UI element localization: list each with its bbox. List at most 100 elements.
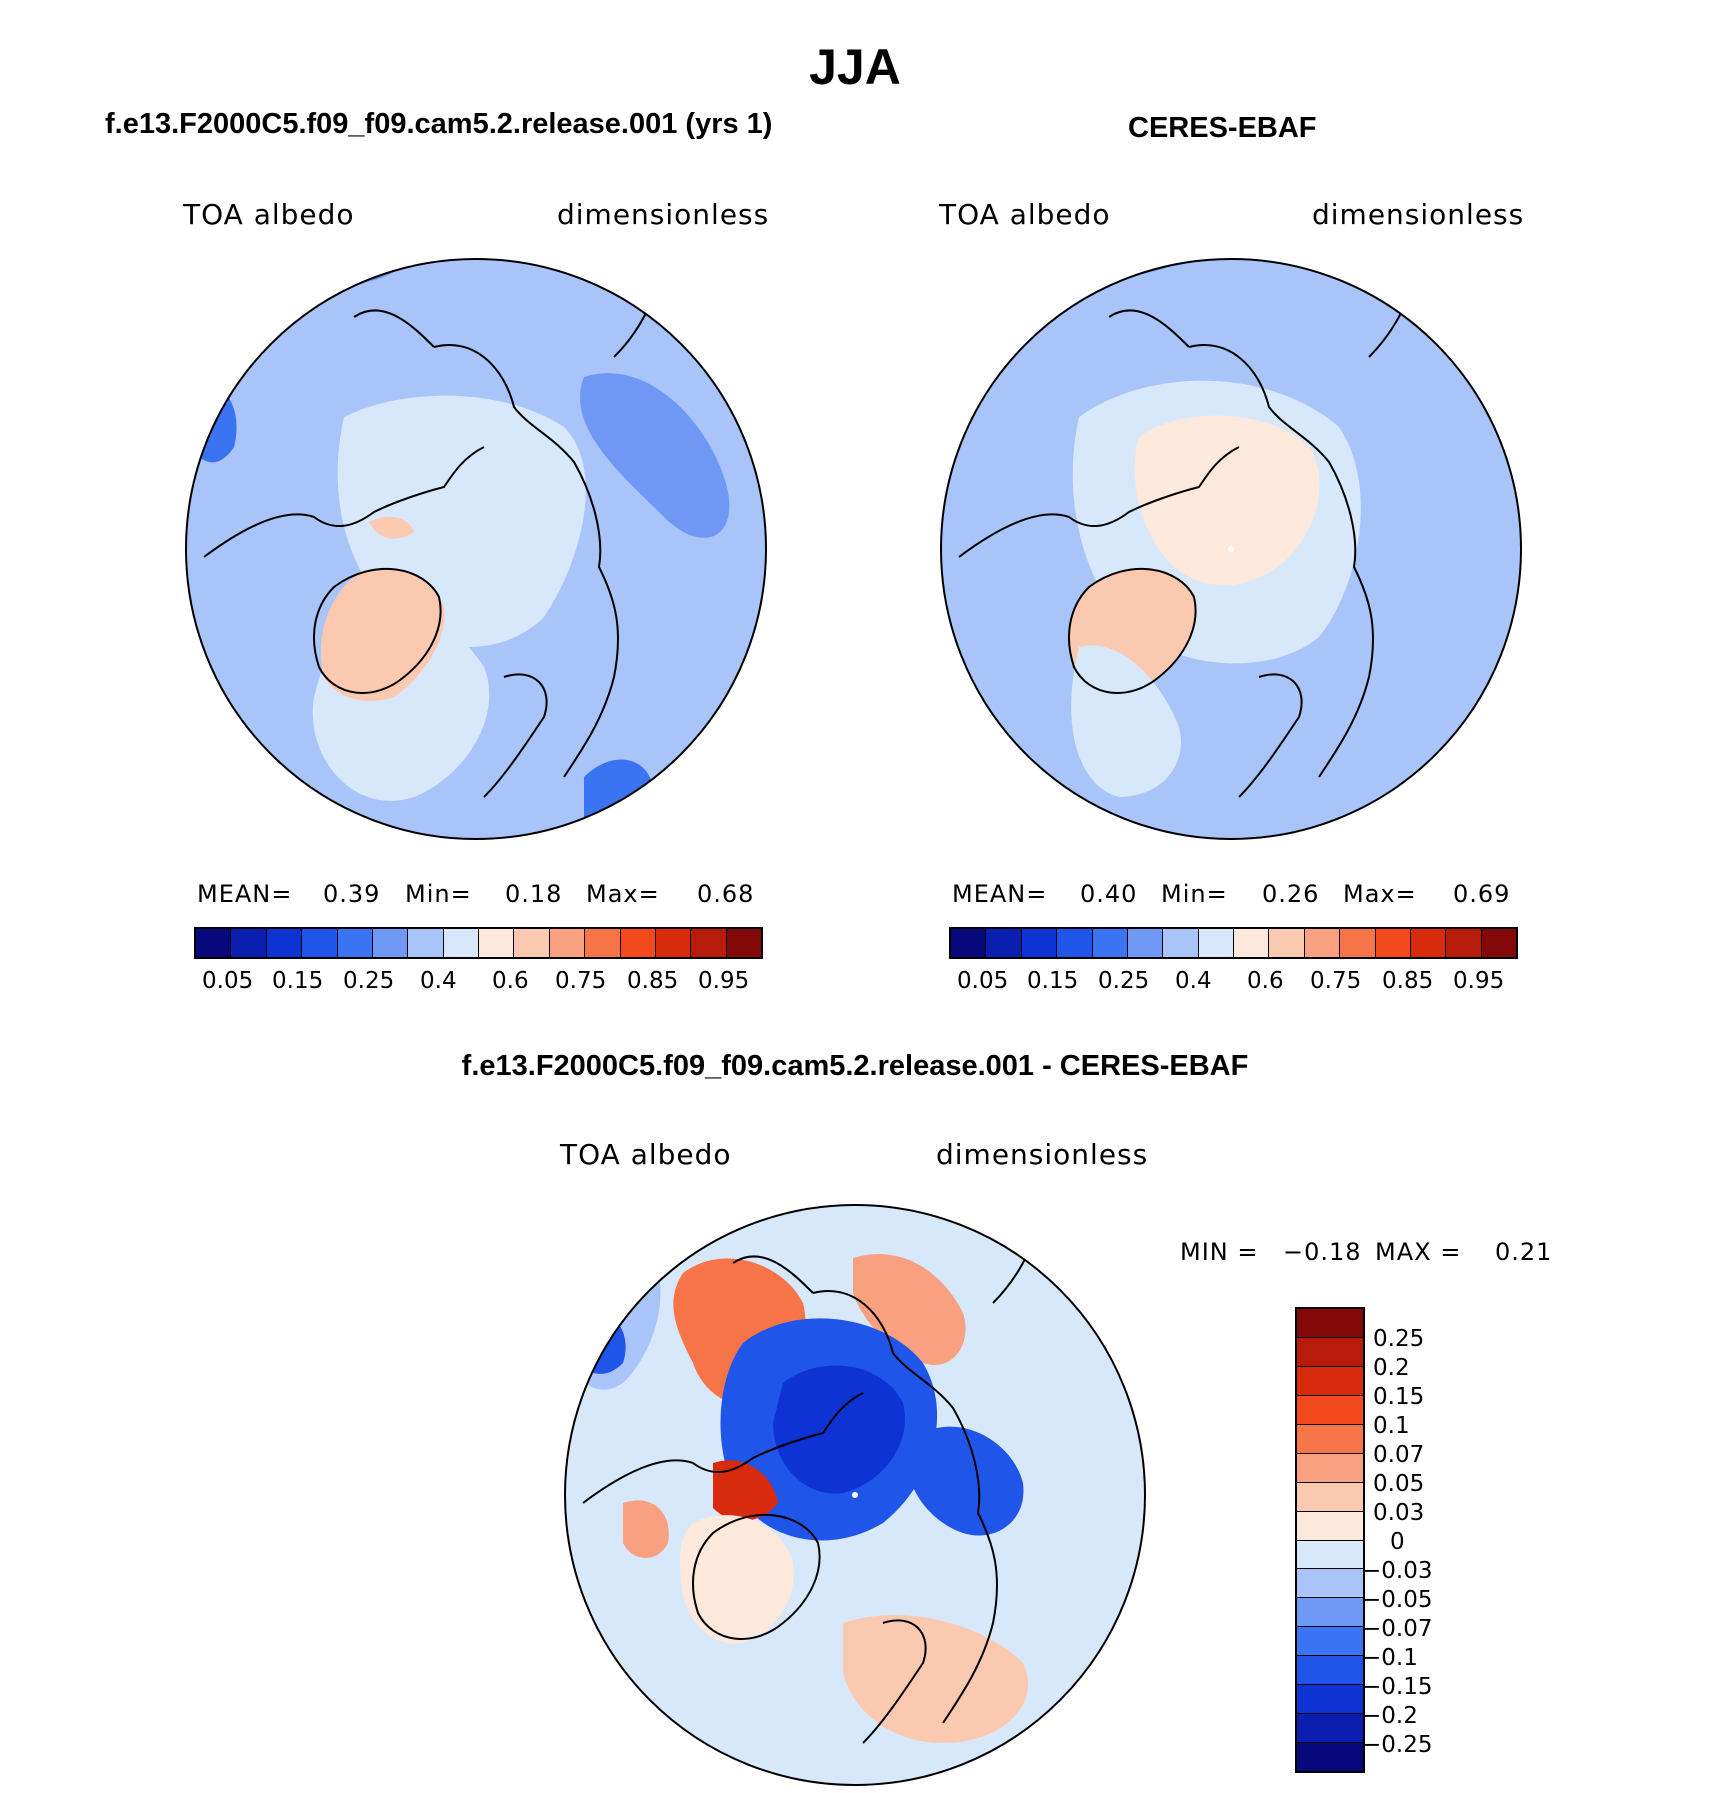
colorbar-swatch (408, 929, 444, 957)
diff-units-label: dimensionless (936, 1138, 1149, 1171)
colorbar-swatch (514, 929, 550, 957)
colorbar-swatch (1127, 929, 1164, 957)
obs-field-ice-region (1071, 645, 1181, 797)
obs-max-value: 0.69 (1453, 880, 1511, 908)
colorbar-swatch (1297, 1424, 1363, 1454)
model-colorbar-tick: 0.85 (627, 968, 679, 994)
colorbar-swatch (1340, 929, 1376, 957)
colorbar-swatch (986, 929, 1022, 957)
diff-colorbar-tick: −0.07 (1362, 1616, 1433, 1642)
colorbar-swatch (1297, 1743, 1363, 1771)
obs-panel-title: CERES-EBAF (1128, 112, 1317, 144)
model-greenland-coastline (313, 567, 442, 694)
main-title: JJA (809, 39, 901, 95)
colorbar-swatch (231, 929, 267, 957)
model-max-value: 0.68 (697, 880, 755, 908)
colorbar-swatch (585, 929, 621, 957)
model-alaska-coastline (353, 309, 435, 348)
obs-alaska-coastline (1108, 309, 1190, 348)
diff-field-positive-region (713, 1460, 778, 1521)
diff-colorbar-tick: −0.03 (1362, 1558, 1433, 1584)
diff-field-positive-region (623, 1500, 669, 1558)
diff-colorbar-tick: 0.03 (1373, 1500, 1425, 1526)
colorbar-swatch (1297, 1453, 1363, 1483)
model-variable-label: TOA albedo (183, 198, 355, 231)
diff-polar-map (564, 1204, 1146, 1786)
colorbar-swatch (1057, 929, 1093, 957)
colorbar-swatch (549, 929, 586, 957)
colorbar-swatch (1446, 929, 1482, 957)
colorbar-swatch (655, 929, 692, 957)
model-map-boundary (185, 258, 767, 840)
colorbar-swatch (1410, 929, 1447, 957)
diff-colorbar-tick: −0.25 (1362, 1732, 1433, 1758)
model-colorbar-tick: 0.4 (420, 968, 457, 994)
diff-colorbar-tick: 0 (1390, 1529, 1405, 1555)
obs-greenland-coastline (1068, 567, 1197, 694)
diff-max-value: 0.21 (1495, 1238, 1553, 1266)
diff-eurasia-coastline (812, 1290, 999, 1724)
colorbar-swatch (1297, 1627, 1363, 1657)
colorbar-swatch (1304, 929, 1341, 957)
diff-greenland-mixed (680, 1515, 794, 1644)
model-min-value: 0.18 (505, 880, 563, 908)
colorbar-swatch (1297, 1309, 1363, 1338)
diff-colorbar-tick: 0.1 (1373, 1413, 1410, 1439)
obs-colorbar-tick: 0.15 (1027, 968, 1079, 994)
colorbar-swatch (1297, 1337, 1363, 1367)
colorbar-swatch (620, 929, 656, 957)
diff-colorbar-tick: 0.15 (1373, 1384, 1425, 1410)
colorbar-swatch (691, 929, 727, 957)
colorbar-swatch (1163, 929, 1199, 957)
obs-mean-label: MEAN= (952, 880, 1048, 908)
model-colorbar-tick: 0.15 (272, 968, 324, 994)
model-field-high-region (369, 516, 414, 539)
colorbar-swatch (1234, 929, 1270, 957)
colorbar-swatch (1375, 929, 1411, 957)
obs-colorbar-tick: 0.6 (1247, 968, 1284, 994)
model-max-label: Max= (586, 880, 660, 908)
colorbar-swatch (443, 929, 479, 957)
diff-min-value: −0.18 (1283, 1238, 1362, 1266)
colorbar-swatch (1297, 1656, 1363, 1686)
model-eurasia-coastline (433, 344, 620, 778)
model-mean-value: 0.39 (323, 880, 381, 908)
colorbar-swatch (1297, 1540, 1363, 1570)
model-field-low-region (584, 759, 654, 830)
diff-colorbar-tick: −0.2 (1362, 1703, 1418, 1729)
diff-colorbar-tick: 0.07 (1373, 1442, 1425, 1468)
model-colorbar-tick: 0.25 (343, 968, 395, 994)
obs-colorbar (949, 927, 1518, 959)
obs-colorbar-tick: 0.75 (1310, 968, 1362, 994)
obs-map-boundary (940, 258, 1522, 840)
model-colorbar-tick: 0.6 (492, 968, 529, 994)
diff-north-america-coastline (582, 1392, 864, 1504)
obs-north-america-coastline (958, 446, 1240, 558)
obs-variable-label: TOA albedo (939, 198, 1111, 231)
colorbar-swatch (1297, 1598, 1363, 1628)
colorbar-swatch (1297, 1511, 1363, 1541)
diff-map-boundary (564, 1204, 1146, 1786)
diff-colorbar-tick: 0.2 (1373, 1355, 1410, 1381)
obs-colorbar-tick: 0.85 (1382, 968, 1434, 994)
colorbar-swatch (951, 929, 987, 957)
diff-field-positive-region (853, 1254, 966, 1365)
obs-min-label: Min= (1161, 880, 1228, 908)
diff-colorbar-tick: −0.1 (1362, 1645, 1418, 1671)
colorbar-swatch (1297, 1714, 1363, 1744)
diff-panel-title: f.e13.F2000C5.f09_f09.cam5.2.release.001… (461, 1050, 1249, 1082)
obs-eurasia-coastline (1188, 344, 1375, 778)
diff-greenland-coastline (692, 1513, 821, 1640)
colorbar-swatch (266, 929, 303, 957)
obs-colorbar-tick: 0.05 (957, 968, 1009, 994)
diff-colorbar-tick: 0.05 (1373, 1471, 1425, 1497)
obs-mean-value: 0.40 (1080, 880, 1138, 908)
obs-scandinavia-coastline (1238, 673, 1303, 798)
model-colorbar-tick: 0.75 (555, 968, 607, 994)
diff-max-label: MAX = (1375, 1238, 1462, 1266)
diff-variable-label: TOA albedo (560, 1138, 732, 1171)
colorbar-swatch (1297, 1482, 1363, 1512)
colorbar-swatch (1297, 1685, 1363, 1715)
obs-max-label: Max= (1343, 880, 1417, 908)
diff-scandinavia-coastline (862, 1619, 927, 1744)
